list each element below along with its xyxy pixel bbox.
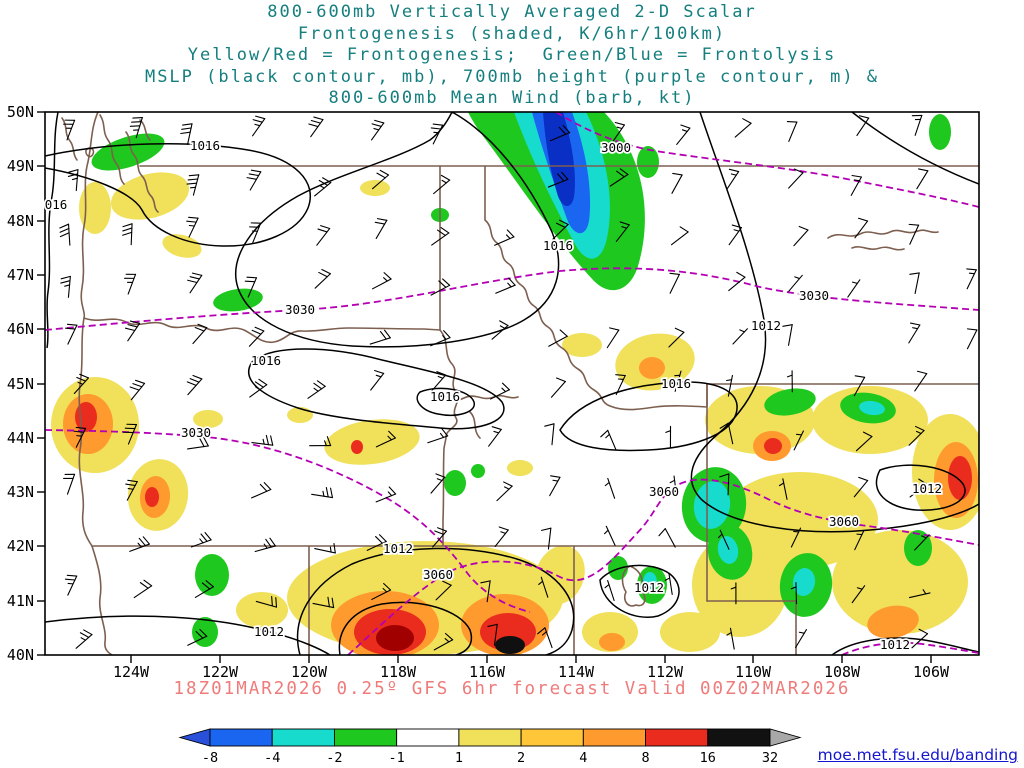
svg-text:124W: 124W <box>113 663 150 681</box>
svg-text:-1: -1 <box>389 750 405 766</box>
svg-text:118W: 118W <box>380 663 417 681</box>
svg-text:1012: 1012 <box>880 637 910 652</box>
svg-text:016: 016 <box>45 197 68 212</box>
coastline <box>78 112 113 655</box>
title-line: 800-600mb Vertically Averaged 2-D Scalar <box>267 2 757 22</box>
title-line: MSLP (black contour, mb), 700mb height (… <box>144 66 880 87</box>
svg-text:4: 4 <box>579 750 587 766</box>
svg-text:1016: 1016 <box>251 353 281 368</box>
svg-text:46N: 46N <box>7 320 34 338</box>
title-line: Yellow/Red = Frontogenesis; Green/Blue =… <box>187 45 837 65</box>
river <box>469 411 481 439</box>
svg-text:106W: 106W <box>913 663 950 681</box>
svg-text:1012: 1012 <box>254 624 284 639</box>
axis-ticks <box>37 111 932 663</box>
svg-text:45N: 45N <box>7 375 34 393</box>
svg-text:3030: 3030 <box>181 425 211 440</box>
svg-text:1016: 1016 <box>430 389 460 404</box>
river <box>431 394 519 403</box>
svg-text:3000: 3000 <box>601 140 631 155</box>
svg-text:48N: 48N <box>7 212 34 230</box>
svg-text:-4: -4 <box>264 750 280 766</box>
svg-text:40N: 40N <box>7 646 34 664</box>
svg-text:8: 8 <box>641 750 649 766</box>
svg-text:47N: 47N <box>7 266 34 284</box>
svg-text:3060: 3060 <box>649 484 679 499</box>
svg-text:49N: 49N <box>7 157 34 175</box>
svg-text:1012: 1012 <box>751 318 781 333</box>
river <box>851 246 905 251</box>
svg-text:108W: 108W <box>824 663 861 681</box>
svg-text:-2: -2 <box>326 750 342 766</box>
svg-text:110W: 110W <box>735 663 772 681</box>
svg-text:43N: 43N <box>7 483 34 501</box>
svg-text:1012: 1012 <box>383 541 413 556</box>
frontogenesis-shading <box>51 112 979 655</box>
svg-text:44N: 44N <box>7 429 34 447</box>
svg-text:3060: 3060 <box>423 567 453 582</box>
forecast-caption: 18Z01MAR2026 0.25º GFS 6hr forecast Vali… <box>173 679 851 699</box>
svg-text:1012: 1012 <box>912 481 942 496</box>
inlet <box>61 117 78 161</box>
puget-sound <box>99 114 125 185</box>
contour-labels: 1016 016 1016 1016 1016 1016 1012 1012 1012 1012 1… <box>43 136 944 654</box>
svg-text:42N: 42N <box>7 537 34 555</box>
svg-text:-8: -8 <box>202 750 218 766</box>
svg-text:114W: 114W <box>558 663 595 681</box>
chart-title: 800-600mb Vertically Averaged 2-D Scalar… <box>0 2 1024 110</box>
or-id-border <box>439 329 459 547</box>
svg-text:3030: 3030 <box>799 288 829 303</box>
mslp-contours <box>45 112 979 655</box>
svg-text:1: 1 <box>455 750 463 766</box>
id-mt-border <box>484 165 708 411</box>
svg-text:16: 16 <box>700 750 716 766</box>
height-contours <box>45 112 979 655</box>
svg-text:112W: 112W <box>647 663 684 681</box>
svg-text:50N: 50N <box>7 103 34 121</box>
wind-barbs <box>59 114 978 651</box>
river <box>827 229 939 239</box>
title-line: Frontogenesis (shaded, K/6hr/100km) <box>297 23 727 44</box>
title-line: 800-600mb Mean Wind (barb, kt) <box>328 88 696 108</box>
svg-text:116W: 116W <box>469 663 506 681</box>
svg-text:3030: 3030 <box>285 302 315 317</box>
great-salt-lake <box>621 565 646 607</box>
svg-text:1016: 1016 <box>543 238 573 253</box>
svg-text:122W: 122W <box>202 663 239 681</box>
svg-text:2: 2 <box>517 750 525 766</box>
colorbar: -8 -4 -2 -1 1 2 4 8 16 32 <box>178 728 802 766</box>
site-link[interactable]: moe.met.fsu.edu/banding <box>817 746 1018 764</box>
svg-text:1012: 1012 <box>634 580 664 595</box>
axis-tick-labels: 50N 49N 48N 47N 46N 45N 44N 43N 42N 41N 40N 124W 122… <box>7 103 950 681</box>
svg-text:1016: 1016 <box>661 376 691 391</box>
svg-text:32: 32 <box>762 750 778 766</box>
svg-text:41N: 41N <box>7 592 34 610</box>
svg-text:120W: 120W <box>291 663 328 681</box>
puget-sound <box>125 131 159 213</box>
svg-text:1016: 1016 <box>190 138 220 153</box>
svg-text:3060: 3060 <box>829 514 859 529</box>
